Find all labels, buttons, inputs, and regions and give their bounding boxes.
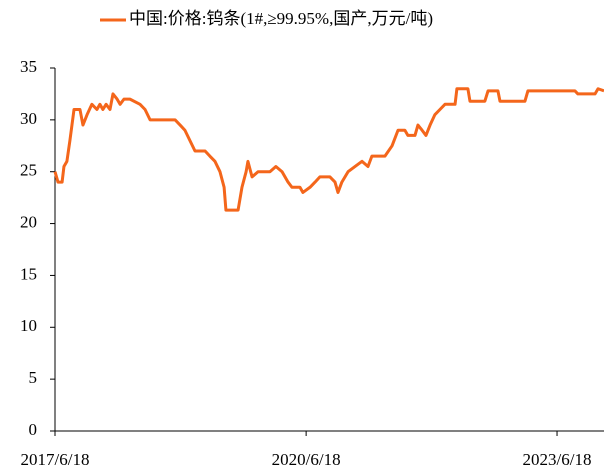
x-tick-label: 2020/6/18 xyxy=(272,450,341,469)
y-tick-label: 20 xyxy=(20,212,37,231)
y-tick-label: 35 xyxy=(20,57,37,76)
y-tick-label: 25 xyxy=(20,161,37,180)
y-tick-label: 15 xyxy=(20,264,37,283)
legend-label: 中国:价格:钨条(1#,≥99.95%,国产,万元/吨) xyxy=(129,9,433,28)
x-tick-label: 2017/6/18 xyxy=(21,450,90,469)
y-tick-label: 10 xyxy=(20,316,37,335)
line xyxy=(53,87,604,212)
x-tick-label: 2023/6/18 xyxy=(523,450,592,469)
y-tick-label: 30 xyxy=(20,109,37,128)
y-tick-label: 5 xyxy=(29,368,38,387)
y-tick-label: 0 xyxy=(29,420,38,439)
